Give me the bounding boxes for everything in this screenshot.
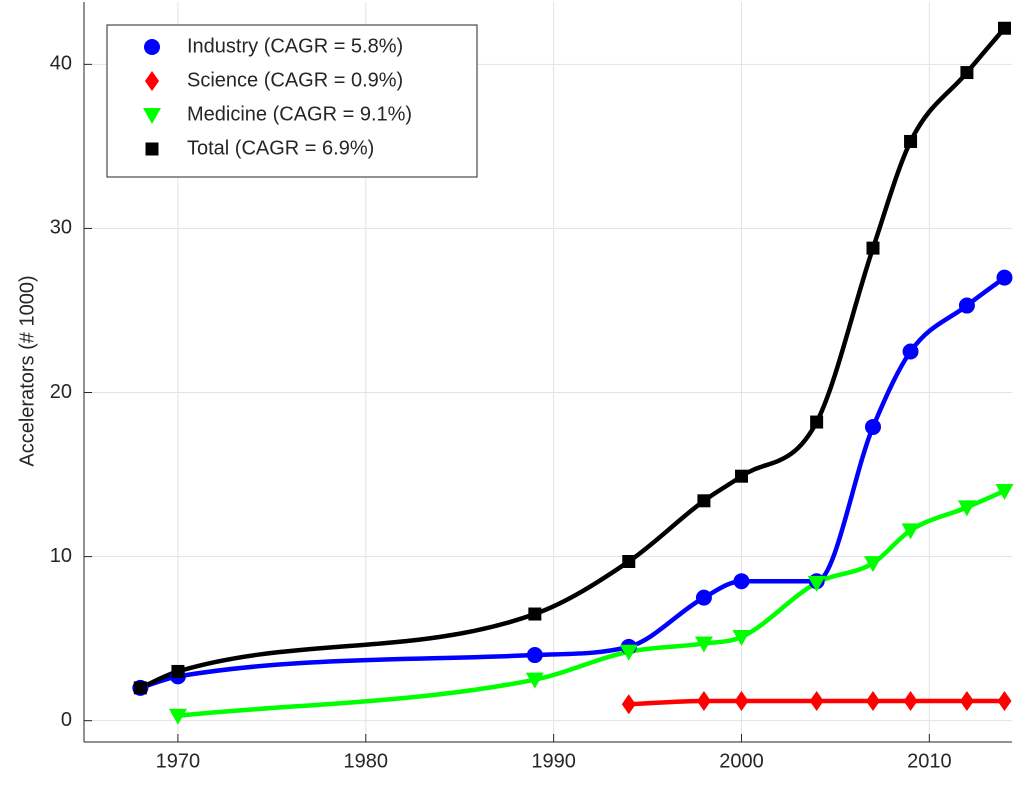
marker	[903, 690, 918, 711]
marker	[997, 21, 1011, 35]
series-line	[177, 488, 1006, 718]
marker	[807, 575, 826, 592]
marker	[959, 690, 974, 711]
marker	[901, 523, 920, 540]
marker	[997, 690, 1012, 711]
y-tick-label: 20	[50, 381, 72, 403]
x-tick-label: 2010	[907, 750, 952, 772]
y-tick-label: 30	[50, 217, 72, 239]
x-tick-label: 1970	[156, 750, 201, 772]
marker	[694, 636, 713, 653]
marker	[145, 142, 159, 156]
marker	[957, 500, 976, 517]
y-tick-label: 0	[61, 709, 72, 731]
marker	[734, 469, 748, 483]
marker	[528, 607, 542, 621]
marker	[863, 556, 882, 573]
legend-label: Science (CAGR = 0.9%)	[187, 69, 403, 91]
marker	[619, 644, 638, 661]
marker	[621, 694, 636, 715]
marker	[525, 672, 544, 689]
marker	[171, 664, 185, 678]
marker	[902, 343, 919, 360]
marker	[866, 241, 880, 255]
series-line	[139, 275, 1006, 691]
marker	[526, 647, 543, 664]
legend-box	[106, 24, 478, 178]
marker	[958, 297, 975, 314]
marker	[133, 681, 147, 695]
marker	[695, 589, 712, 606]
legend-label: Total (CAGR = 6.9%)	[187, 137, 374, 159]
marker	[622, 555, 636, 569]
marker	[864, 418, 881, 435]
marker	[865, 690, 880, 711]
marker	[810, 415, 824, 429]
marker	[733, 573, 750, 590]
marker	[996, 269, 1013, 286]
y-axis-label: Accelerators (# 1000)	[16, 275, 38, 466]
y-tick-label: 10	[50, 545, 72, 567]
marker	[143, 108, 161, 124]
x-tick-label: 1980	[344, 750, 389, 772]
marker	[995, 483, 1014, 500]
marker	[697, 494, 711, 508]
marker	[809, 690, 824, 711]
marker	[696, 690, 711, 711]
marker	[734, 690, 749, 711]
legend: Industry (CAGR = 5.8%) Science (CAGR = 0.…	[106, 24, 478, 178]
y-tick-label: 40	[50, 53, 72, 75]
legend-label: Industry (CAGR = 5.8%)	[187, 35, 403, 57]
legend-label: Medicine (CAGR = 9.1%)	[187, 103, 412, 125]
marker	[732, 629, 751, 646]
marker	[960, 66, 974, 80]
marker	[145, 71, 159, 91]
marker	[144, 39, 160, 55]
x-tick-label: 1990	[531, 750, 576, 772]
marker	[904, 134, 918, 148]
marker	[168, 708, 187, 725]
x-tick-label: 2000	[719, 750, 764, 772]
